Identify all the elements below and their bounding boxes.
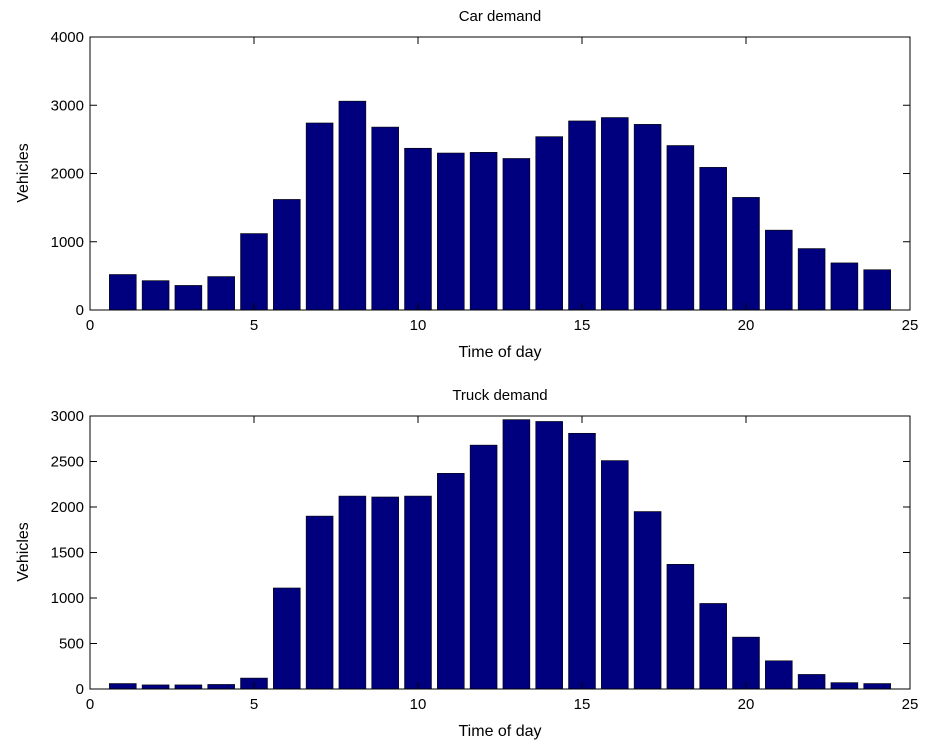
bar bbox=[601, 117, 629, 311]
x-tick-label: 5 bbox=[250, 317, 258, 334]
y-tick-label: 1500 bbox=[51, 545, 84, 562]
bar bbox=[699, 603, 727, 690]
bar bbox=[797, 248, 826, 311]
x-axis-label: Time of day bbox=[459, 344, 542, 361]
car-demand-chart: Car demand Vehicles Time of day 0 5 10 15 20… bbox=[15, 8, 918, 361]
bar-group bbox=[109, 419, 891, 690]
x-tick-label: 15 bbox=[574, 696, 591, 713]
x-tick-label: 10 bbox=[410, 317, 427, 334]
bar bbox=[240, 233, 268, 311]
bar bbox=[469, 152, 498, 311]
bar bbox=[109, 683, 137, 690]
bar bbox=[437, 473, 465, 690]
y-tick-label: 3000 bbox=[51, 408, 84, 425]
bar bbox=[174, 684, 203, 690]
bar bbox=[633, 124, 662, 311]
bar bbox=[174, 285, 203, 311]
x-tick-label: 15 bbox=[574, 317, 591, 334]
bar bbox=[305, 122, 334, 311]
bar bbox=[765, 660, 793, 690]
y-tick-label: 2000 bbox=[51, 166, 84, 183]
plot-frame bbox=[89, 36, 911, 311]
x-tick-label: 20 bbox=[738, 696, 755, 713]
chart-title: Truck demand bbox=[452, 387, 547, 404]
bar bbox=[699, 167, 727, 311]
x-tick-label: 25 bbox=[902, 317, 919, 334]
bar bbox=[863, 269, 891, 311]
y-tick-label: 2000 bbox=[51, 499, 84, 516]
bar bbox=[437, 152, 465, 311]
bar bbox=[568, 120, 596, 311]
bar bbox=[732, 636, 760, 690]
y-tick-label: 0 bbox=[76, 681, 84, 698]
bar-group bbox=[109, 100, 891, 311]
bar bbox=[601, 460, 629, 690]
bar bbox=[207, 684, 235, 690]
bar bbox=[830, 682, 859, 690]
bar bbox=[371, 126, 399, 311]
bar bbox=[109, 274, 137, 311]
tick-group: 0 5 10 15 20 25 0 1000 2000 3000 4000 bbox=[51, 29, 919, 334]
y-tick-label: 4000 bbox=[51, 29, 84, 46]
bar bbox=[371, 496, 399, 690]
bar bbox=[469, 444, 498, 690]
y-axis-label: Vehicles bbox=[15, 143, 32, 203]
x-tick-label: 0 bbox=[86, 696, 94, 713]
bar bbox=[732, 197, 760, 311]
y-tick-label: 2500 bbox=[51, 454, 84, 471]
bar bbox=[863, 683, 891, 690]
bar bbox=[502, 158, 531, 311]
plot-frame bbox=[89, 415, 911, 690]
bar bbox=[568, 432, 596, 690]
bar bbox=[502, 419, 531, 690]
chart-title: Car demand bbox=[459, 8, 542, 25]
bar bbox=[141, 684, 170, 690]
bar bbox=[338, 495, 367, 690]
y-tick-label: 3000 bbox=[51, 97, 84, 114]
bar bbox=[207, 276, 235, 311]
x-axis-label: Time of day bbox=[459, 723, 542, 740]
x-tick-label: 5 bbox=[250, 696, 258, 713]
bar bbox=[666, 145, 695, 311]
x-tick-label: 10 bbox=[410, 696, 427, 713]
bar bbox=[305, 515, 334, 690]
tick-group: 0 5 10 15 20 25 0 500 1000 1500 2000 2500 3000 bbox=[51, 408, 919, 713]
bar bbox=[404, 495, 432, 690]
bar bbox=[633, 511, 662, 690]
bar bbox=[338, 100, 367, 311]
truck-demand-chart: Truck demand Vehicles Time of day 0 5 10 15… bbox=[15, 387, 918, 740]
x-tick-label: 0 bbox=[86, 317, 94, 334]
y-tick-label: 1000 bbox=[51, 590, 84, 607]
y-tick-label: 500 bbox=[59, 636, 84, 653]
y-tick-label: 0 bbox=[76, 302, 84, 319]
bar bbox=[535, 136, 563, 311]
bar bbox=[535, 421, 563, 690]
bar bbox=[404, 147, 432, 311]
bar bbox=[797, 674, 826, 690]
y-tick-label: 1000 bbox=[51, 234, 84, 251]
bar bbox=[273, 199, 301, 311]
x-tick-label: 20 bbox=[738, 317, 755, 334]
bar bbox=[830, 262, 859, 311]
bar bbox=[273, 587, 301, 690]
y-axis-label: Vehicles bbox=[15, 522, 32, 582]
bar bbox=[765, 229, 793, 311]
bar bbox=[141, 280, 170, 311]
x-tick-label: 25 bbox=[902, 696, 919, 713]
bar bbox=[666, 564, 695, 690]
